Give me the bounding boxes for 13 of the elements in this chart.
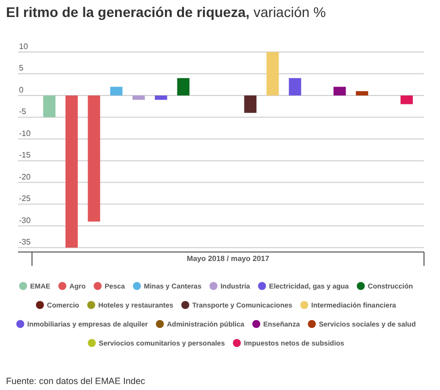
y-tick-label: -35 — [19, 238, 32, 247]
chart-subtitle: variación % — [254, 4, 326, 20]
chart-title: El ritmo de la generación de riqueza, — [6, 4, 250, 20]
y-tick-label: -15 — [19, 150, 32, 160]
y-tick-label: -5 — [19, 107, 27, 116]
y-tick-label: 10 — [19, 42, 28, 51]
y-tick-label: 0 — [19, 85, 24, 94]
y-tick-label: -25 — [19, 194, 32, 204]
y-tick-label: -10 — [19, 128, 32, 138]
y-tick-label: -20 — [19, 172, 32, 182]
source-note: Fuente: con datos del EMAE Indec — [6, 376, 146, 386]
y-tick-label: -30 — [19, 216, 32, 225]
y-tick-label: 5 — [19, 64, 24, 73]
